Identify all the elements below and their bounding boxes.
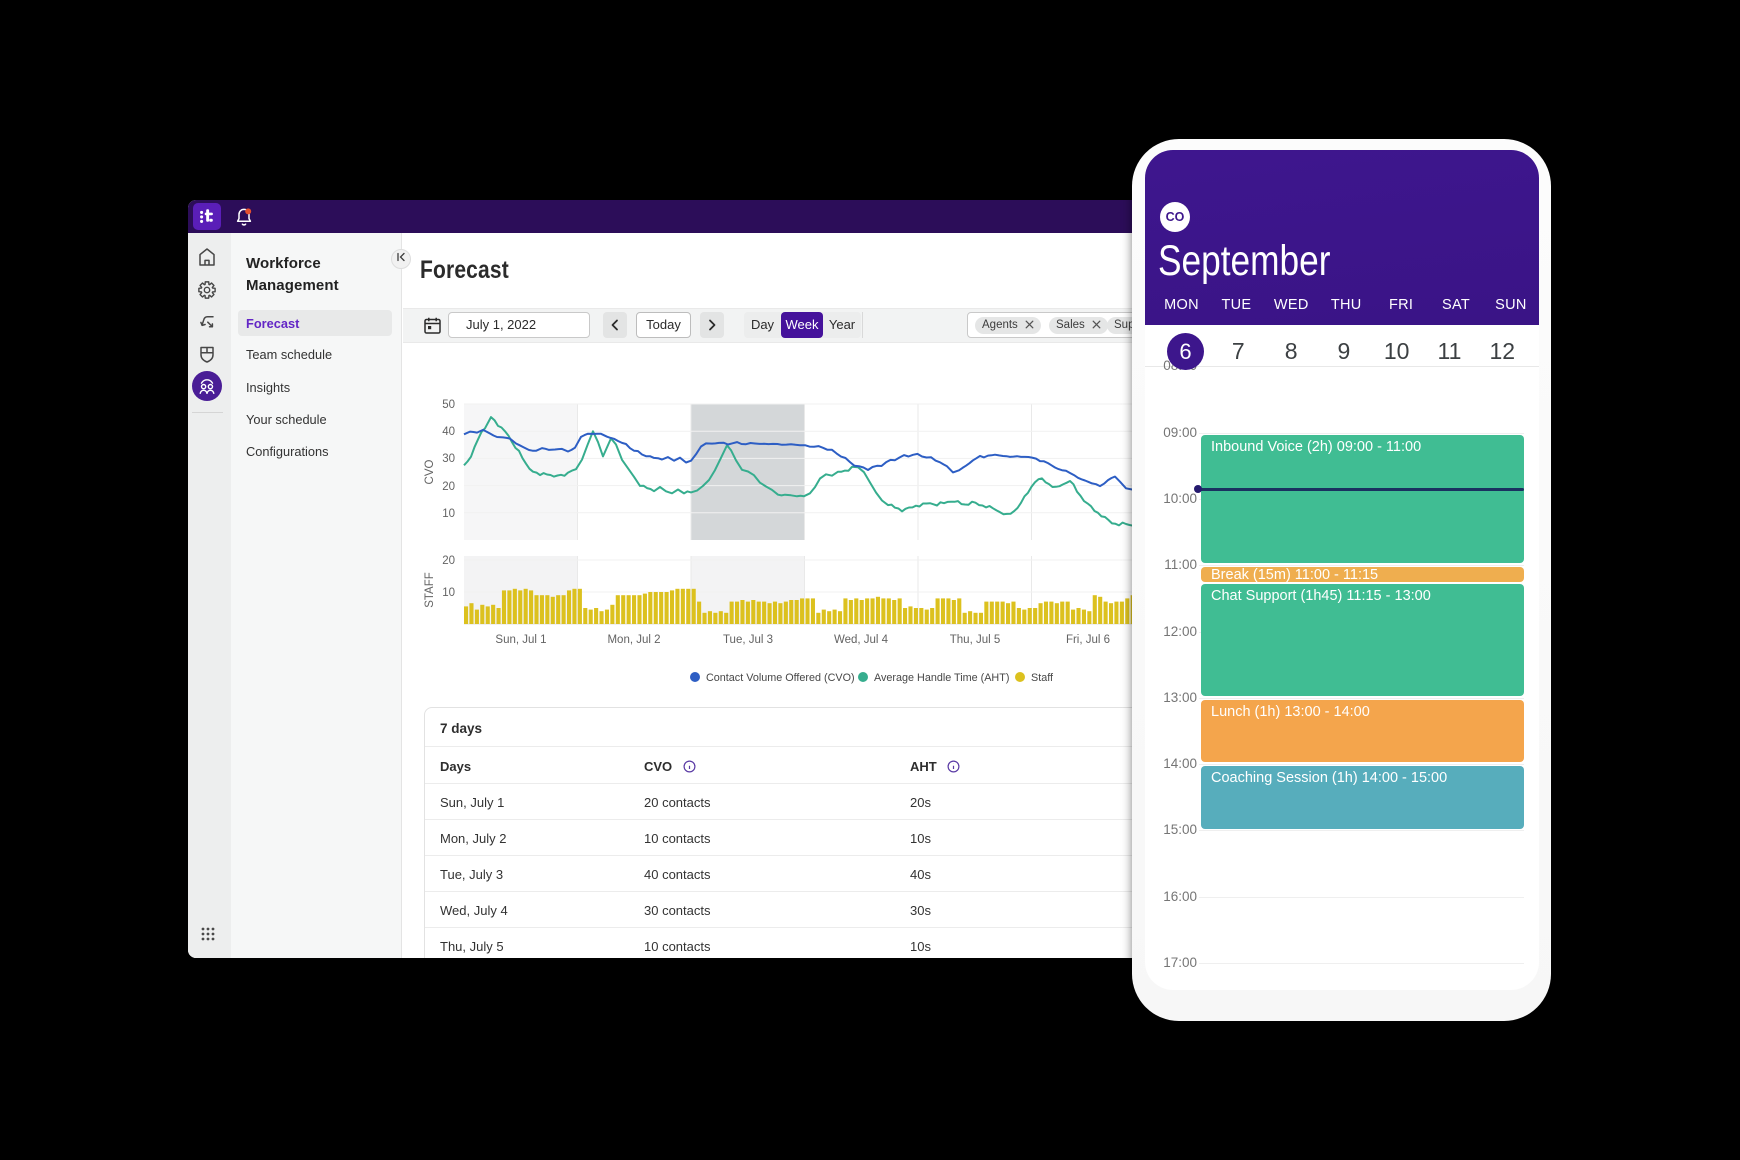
svg-text:30: 30 xyxy=(442,453,455,465)
svg-text:50: 50 xyxy=(442,399,455,411)
svg-text:Average Handle Time (AHT): Average Handle Time (AHT) xyxy=(874,672,1009,684)
svg-text:Mon, Jul 2: Mon, Jul 2 xyxy=(607,634,660,646)
svg-text:Staff: Staff xyxy=(1031,672,1054,684)
svg-text:Tue, Jul 3: Tue, Jul 3 xyxy=(723,634,773,646)
svg-text:20: 20 xyxy=(442,481,455,493)
svg-text:10: 10 xyxy=(442,587,455,599)
svg-text:CVO: CVO xyxy=(424,459,436,484)
svg-text:Wed, Jul 4: Wed, Jul 4 xyxy=(834,634,889,646)
svg-text:Fri, Jul 6: Fri, Jul 6 xyxy=(1066,634,1110,646)
svg-text:Thu, Jul 5: Thu, Jul 5 xyxy=(950,634,1001,646)
svg-text:STAFF: STAFF xyxy=(424,572,436,608)
svg-text:Contact Volume Offered (CVO): Contact Volume Offered (CVO) xyxy=(706,672,855,684)
svg-text:40: 40 xyxy=(442,426,455,438)
svg-text:Sun, Jul 1: Sun, Jul 1 xyxy=(495,634,546,646)
svg-text:10: 10 xyxy=(442,508,455,520)
svg-text:20: 20 xyxy=(442,555,455,567)
